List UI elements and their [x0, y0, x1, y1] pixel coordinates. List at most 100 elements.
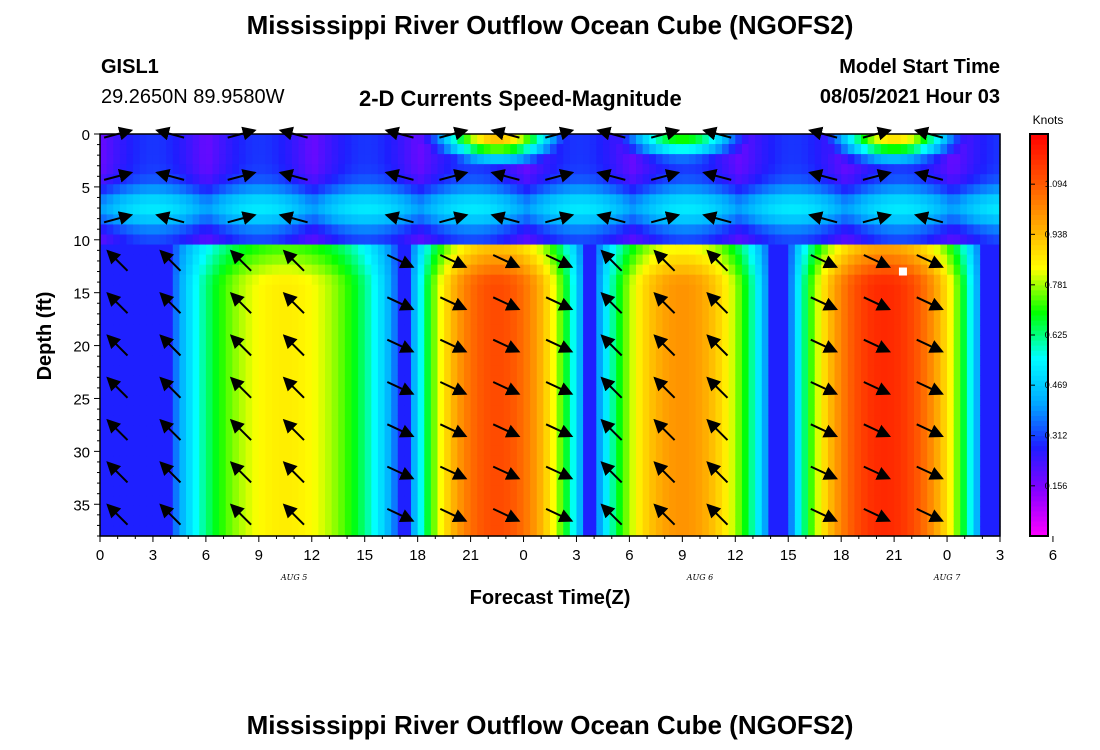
heatmap-cell: [311, 164, 319, 175]
heatmap-cell: [411, 435, 419, 447]
heatmap-cell: [616, 455, 624, 467]
heatmap-cell: [722, 335, 730, 346]
heatmap-cell: [642, 274, 650, 286]
heatmap-cell: [238, 515, 247, 527]
heatmap-cell: [106, 324, 114, 336]
heatmap-cell: [192, 335, 200, 346]
heatmap-cell: [781, 194, 789, 205]
heatmap-cell: [483, 395, 492, 406]
heatmap-cell: [920, 375, 928, 386]
heatmap-cell: [424, 375, 432, 386]
heatmap-cell: [258, 445, 267, 457]
heatmap-cell: [880, 445, 889, 457]
heatmap-cell: [748, 445, 756, 457]
heatmap-cell: [516, 495, 525, 507]
heatmap-cell: [126, 505, 134, 517]
heatmap-cell: [192, 134, 200, 145]
heatmap-cell: [530, 284, 538, 296]
heatmap-cell: [675, 254, 683, 266]
heatmap-cell: [642, 194, 650, 205]
heatmap-cell: [516, 314, 525, 326]
heatmap-cell: [219, 455, 227, 467]
heatmap-cell: [417, 525, 425, 537]
heatmap-cell: [900, 134, 908, 145]
heatmap-cell: [827, 244, 836, 256]
heatmap-cell: [622, 214, 631, 226]
heatmap-cell: [569, 525, 578, 537]
heatmap-cell: [675, 445, 683, 457]
heatmap-cell: [543, 274, 551, 286]
heatmap-cell: [688, 515, 697, 527]
heatmap-cell: [808, 174, 816, 185]
heatmap-cell: [338, 324, 346, 336]
heatmap-cell: [225, 465, 233, 477]
heatmap-cell: [272, 214, 280, 226]
heatmap-cell: [331, 345, 339, 356]
heatmap-cell: [311, 184, 319, 195]
heatmap-cell: [920, 335, 928, 346]
heatmap-cell: [636, 505, 644, 517]
heatmap-cell: [834, 234, 842, 246]
heatmap-cell: [642, 174, 650, 185]
heatmap-cell: [225, 335, 233, 346]
heatmap-cell: [688, 415, 697, 427]
heatmap-cell: [761, 485, 769, 497]
heatmap-cell: [516, 134, 525, 145]
heatmap-cell: [867, 134, 875, 145]
heatmap-cell: [483, 324, 492, 336]
heatmap-cell: [874, 415, 882, 427]
heatmap-cell: [152, 495, 161, 507]
heatmap-cell: [523, 455, 531, 467]
heatmap-cell: [152, 335, 161, 346]
heatmap-cell: [569, 284, 578, 296]
heatmap-cell: [695, 174, 703, 185]
heatmap-cell: [179, 204, 187, 215]
heatmap-cell: [536, 495, 544, 507]
heatmap-cell: [629, 525, 637, 537]
heatmap-cell: [741, 495, 750, 507]
heatmap-cell: [550, 234, 558, 246]
heatmap-cell: [596, 324, 604, 336]
heatmap-cell: [192, 475, 200, 487]
heatmap-cell: [814, 415, 822, 427]
heatmap-cell: [265, 465, 273, 477]
heatmap-cell: [781, 274, 789, 286]
heatmap-cell: [351, 475, 359, 487]
heatmap-cell: [622, 224, 631, 236]
heatmap-cell: [179, 375, 187, 386]
heatmap-cell: [199, 395, 207, 406]
heatmap-cell: [775, 254, 783, 266]
heatmap-cell: [682, 284, 690, 296]
heatmap-cell: [457, 435, 465, 447]
heatmap-cell: [477, 495, 485, 507]
heatmap-cell: [285, 134, 293, 145]
heatmap-cell: [219, 294, 227, 306]
heatmap-cell: [861, 455, 869, 467]
heatmap-cell: [404, 164, 412, 175]
heatmap-cell: [371, 395, 379, 406]
heatmap-cell: [808, 254, 816, 266]
heatmap-cell: [205, 204, 214, 215]
heatmap-cell: [913, 224, 922, 236]
heatmap-cell: [748, 224, 756, 236]
heatmap-cell: [530, 224, 538, 236]
heatmap-cell: [278, 204, 286, 215]
heatmap-cell: [391, 335, 399, 346]
heatmap-cell: [477, 455, 485, 467]
heatmap-cell: [152, 194, 161, 205]
heatmap-cell: [391, 405, 399, 416]
heatmap-cell: [232, 284, 240, 296]
heatmap-cell: [688, 395, 697, 406]
heatmap-cell: [741, 435, 750, 447]
heatmap-cell: [100, 425, 108, 437]
heatmap-cell: [139, 475, 147, 487]
heatmap-cell: [788, 525, 796, 537]
heatmap-cell: [424, 134, 432, 145]
heatmap-cell: [913, 134, 922, 145]
heatmap-cell: [232, 355, 240, 366]
heatmap-cell: [179, 495, 187, 507]
heatmap-cell: [463, 495, 472, 507]
heatmap-cell: [278, 194, 286, 205]
heatmap-cell: [450, 234, 458, 246]
heatmap-cell: [913, 375, 922, 386]
